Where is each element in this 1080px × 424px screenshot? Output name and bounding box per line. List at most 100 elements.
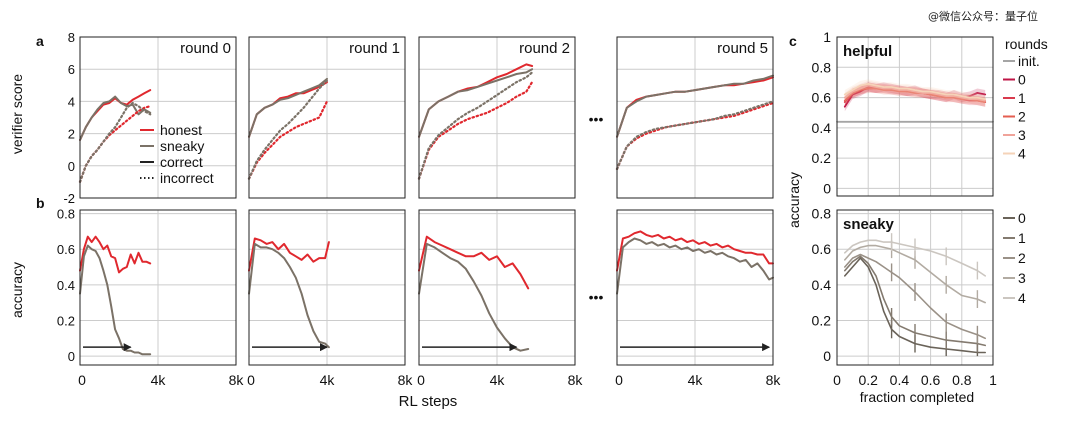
b-y-tick-label: 0.6 [57, 242, 75, 257]
c-legend-title: rounds [1005, 36, 1048, 52]
c-sneaky-series-1 [843, 255, 987, 347]
c-x-tick-label: 0.2 [858, 372, 878, 388]
a-series-sneaky-dotted [78, 101, 152, 183]
c-y-tick-label: 0.4 [812, 277, 832, 293]
plot-area: round 0 -2 0 2 4 6 8 0 0.2 0.4 0.6 0.8 0 4k 8k round 1 0… [57, 29, 1048, 388]
c-y-tick-label: 1 [823, 29, 831, 45]
c-sneaky-series-2 [843, 253, 987, 340]
b-series-sneaky [248, 242, 330, 349]
c-y-axis-label: accuracy [786, 172, 802, 228]
a-y-tick-label: 6 [68, 62, 75, 77]
c-x-tick-label: 0.8 [952, 372, 972, 388]
a-frame-2 [418, 36, 576, 199]
b-x-tick-label: 0 [417, 372, 425, 388]
a-y-axis-label: verifier score [9, 74, 25, 154]
c-helpful-series-4 [843, 83, 987, 100]
c-legend-label-3: 3 [1018, 270, 1026, 286]
c-y-tick-label: 0.2 [812, 150, 832, 166]
a-y-tick-label: 2 [68, 127, 75, 142]
b-x-tick-label: 8k [568, 372, 584, 388]
b-series-sneaky [616, 237, 774, 295]
c-y-tick-label: 0.6 [812, 241, 832, 257]
panel-letter-a: a [36, 33, 44, 49]
b-y-tick-label: 0.8 [57, 207, 75, 222]
c-legend-label-1: 1 [1018, 90, 1026, 106]
a-frame-0 [79, 36, 237, 199]
b-x-tick-label: 0 [247, 372, 255, 388]
b-x-tick-label: 4k [490, 372, 506, 388]
c-sneaky-series-0 [843, 257, 987, 354]
b-series-sneaky [79, 244, 152, 356]
c-x-tick-label: 0 [833, 372, 841, 388]
c-y-tick-label: 0.8 [812, 206, 832, 222]
a-series-honest-dotted [247, 100, 329, 180]
a-series-honest-dotted [417, 80, 534, 180]
a-series-sneaky-solid [79, 95, 152, 141]
panel-letter-b: b [36, 195, 45, 211]
c-subplot-title: helpful [843, 43, 892, 60]
b-x-tick-label: 4k [688, 372, 704, 388]
c-y-tick-label: 0.6 [812, 90, 832, 106]
c-x-tick-label: 0.6 [921, 372, 941, 388]
ellipsis-b: ••• [589, 289, 604, 305]
legend-label-correct: correct [160, 154, 203, 170]
legend-label-incorrect: incorrect [160, 170, 214, 186]
c-y-tick-label: 0 [823, 180, 831, 196]
b-frame-3 [616, 209, 774, 366]
b-series-honest [248, 237, 330, 272]
a-y-tick-label: 4 [68, 94, 75, 109]
c-legend-label-3: 3 [1018, 127, 1026, 143]
b-y-tick-label: 0.2 [57, 313, 75, 328]
b-x-tick-label: 8k [398, 372, 414, 388]
c-helpful-series-2 [843, 87, 987, 103]
ellipsis-a: ••• [589, 111, 604, 127]
c-sneaky-series-3 [843, 244, 987, 304]
a-series-honest-dotted [78, 105, 152, 183]
b-series-honest [79, 235, 152, 274]
b-y-axis-label: accuracy [9, 262, 25, 318]
c-y-tick-label: 0.4 [812, 120, 832, 136]
c-legend-label-1: 1 [1018, 230, 1026, 246]
a-frame-3 [616, 36, 774, 199]
c-helpful-series-3 [843, 84, 987, 102]
c-y-tick-label: 0.2 [812, 312, 832, 328]
b-frame-0 [79, 209, 237, 366]
a-series-sneaky-dotted [417, 71, 534, 180]
a-series-sneaky-solid [248, 77, 328, 138]
c-frame-0 [836, 36, 994, 197]
b-x-tick-label: 4k [151, 372, 167, 388]
b-series-honest [418, 235, 530, 290]
a-subplot-title: round 2 [519, 40, 570, 57]
c-legend-label-0: 0 [1018, 72, 1026, 88]
a-frame-1 [248, 36, 406, 199]
c-sneaky-series-4 [843, 239, 987, 277]
a-series-sneaky-dotted [615, 100, 775, 171]
c-legend-label-4: 4 [1018, 146, 1026, 162]
b-frame-1 [248, 209, 406, 366]
a-y-tick-label: 0 [68, 159, 75, 174]
a-series-sneaky-solid [418, 68, 534, 138]
legend-label-sneaky: sneaky [160, 138, 204, 154]
b-frame-2 [418, 209, 576, 366]
c-subplot-title: sneaky [843, 216, 895, 233]
b-x-tick-label: 4k [320, 372, 336, 388]
a-series-sneaky-solid [616, 74, 774, 138]
c-legend-label-2: 2 [1018, 109, 1026, 125]
b-x-tick-label: 8k [766, 372, 782, 388]
c-legend-label-2: 2 [1018, 250, 1026, 266]
a-series-sneaky-dotted [247, 79, 329, 180]
b-x-tick-label: 0 [78, 372, 86, 388]
a-subplot-title: round 5 [717, 40, 768, 57]
b-x-tick-label: 8k [229, 372, 245, 388]
b-y-tick-label: 0.4 [57, 278, 75, 293]
a-y-tick-label: -2 [63, 191, 75, 206]
a-series-honest-solid [248, 81, 328, 138]
legend-label-honest: honest [160, 122, 202, 138]
c-y-tick-label: 0 [823, 348, 831, 364]
c-x-tick-label: 1 [989, 372, 997, 388]
c-legend-label-0: 0 [1018, 210, 1026, 226]
x-axis-label-rl-steps: RL steps [399, 393, 458, 410]
b-series-honest [616, 230, 774, 272]
watermark: @微信公众号：量子位 [928, 10, 1038, 23]
